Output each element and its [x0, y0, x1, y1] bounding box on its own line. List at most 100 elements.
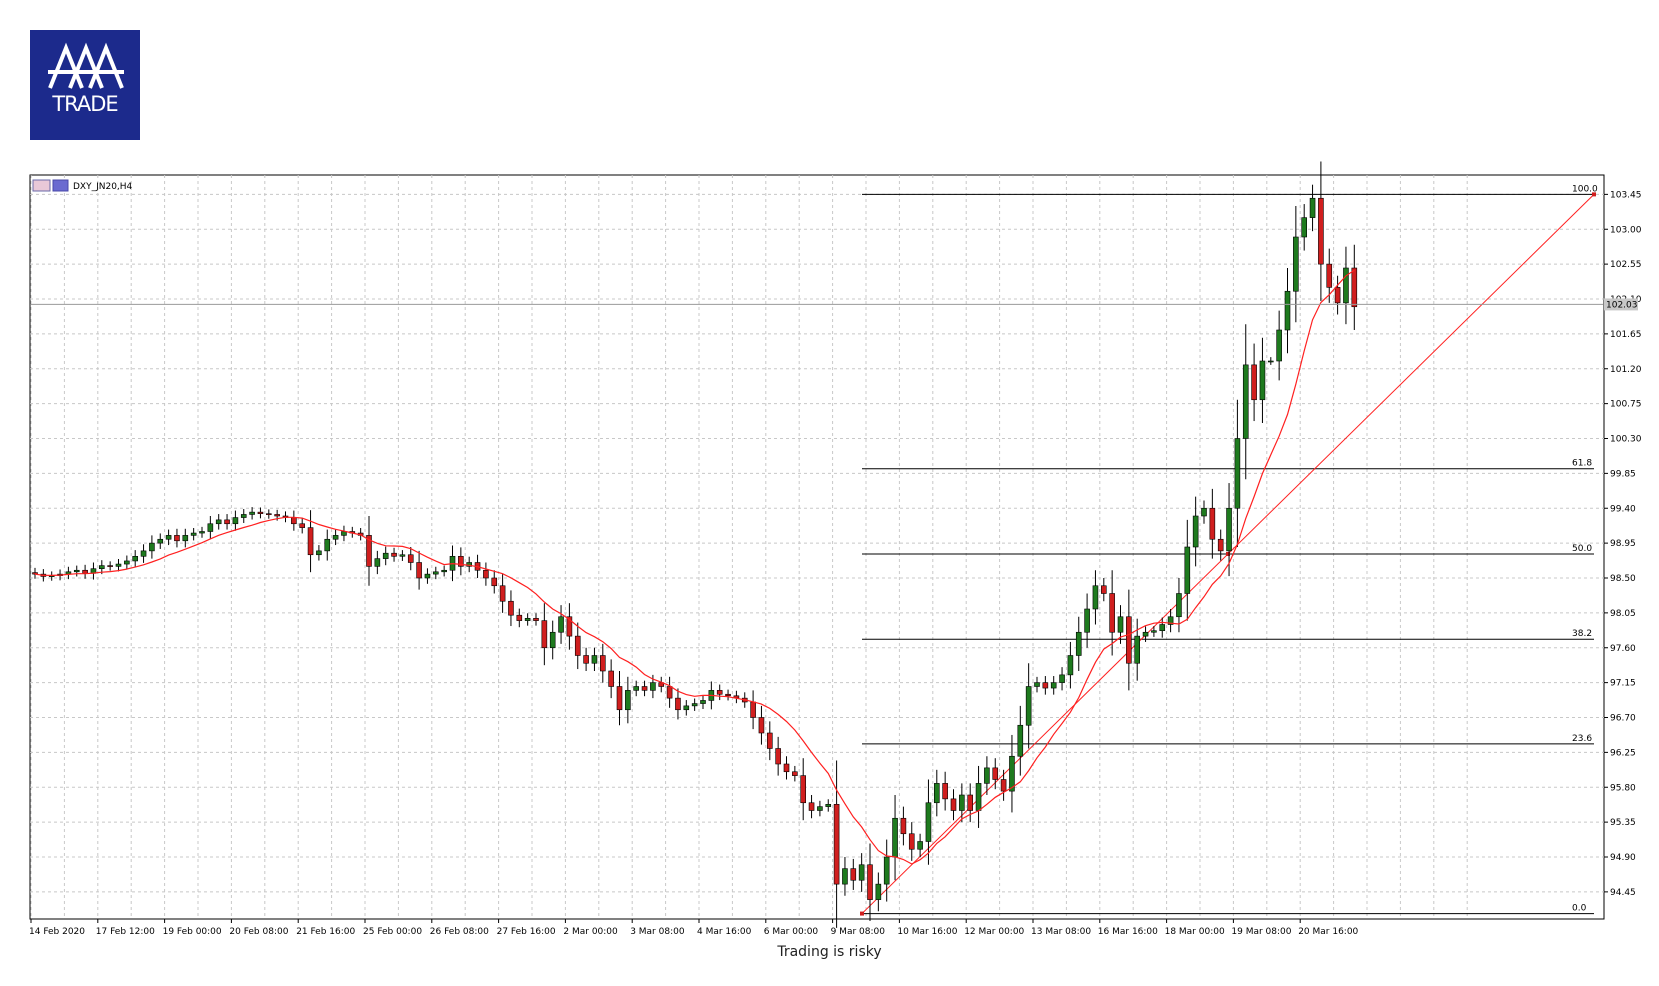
candle: [1084, 593, 1090, 648]
price-tick-label: 94.45: [1610, 888, 1636, 898]
candle: [149, 535, 155, 559]
moving-average-line: [34, 269, 1355, 865]
candle: [716, 684, 723, 701]
price-tick-label: 96.70: [1610, 714, 1636, 724]
candle: [1025, 663, 1032, 749]
candle-body-bull: [858, 864, 865, 881]
candle-body-bear: [616, 686, 623, 711]
candle: [867, 843, 873, 921]
candle: [307, 510, 314, 573]
candle: [1351, 244, 1358, 330]
candle: [608, 659, 614, 699]
candle-body-bear: [366, 535, 372, 567]
candle: [458, 547, 464, 576]
candle-body-bull: [324, 538, 331, 552]
candle: [675, 688, 681, 720]
candle-body-bear: [407, 554, 414, 563]
candle: [524, 613, 531, 626]
price-tick-label: 94.90: [1610, 853, 1636, 863]
candle: [1184, 519, 1191, 621]
candle: [73, 565, 80, 577]
candle-body-bull: [1176, 593, 1182, 618]
fib-level-label: 50.0: [1572, 544, 1592, 554]
candle: [207, 516, 214, 540]
candle: [299, 517, 306, 534]
candle-body-bull: [925, 802, 932, 842]
candle: [1034, 676, 1040, 693]
candle-body-bull: [892, 817, 898, 858]
time-tick-label: 19 Mar 08:00: [1231, 927, 1291, 937]
candle-body-bull: [157, 538, 164, 544]
candle: [833, 760, 840, 928]
candle: [407, 547, 414, 571]
candle-body-bear: [716, 690, 723, 695]
moving-average-series: [34, 269, 1355, 865]
candle-body-bear: [566, 616, 573, 637]
candle-body-bull: [1276, 329, 1282, 362]
candle: [1309, 184, 1316, 232]
candle: [541, 603, 548, 666]
candle: [1109, 570, 1115, 656]
candle-body-bull: [316, 550, 322, 556]
candle: [1293, 206, 1299, 323]
fib-anchor-high: [1592, 192, 1596, 197]
candle-body-bull: [1151, 630, 1157, 633]
candle-body-bear: [1318, 197, 1324, 265]
candle: [1251, 343, 1257, 422]
candle-body-bull: [883, 856, 890, 885]
candle: [516, 608, 523, 628]
candle-body-bull: [700, 700, 706, 704]
candle: [616, 671, 623, 726]
candle-body-bull: [249, 511, 255, 515]
candle-body-bull: [1309, 197, 1316, 218]
candle-body-bear: [299, 523, 306, 528]
price-chart[interactable]: 100.0 61.8 50.0 38.2 23.6 0.0 103.45 103.00 102…: [0, 0, 1659, 940]
chart-plot-area: [29, 174, 1605, 920]
candle: [1151, 626, 1157, 637]
candle-body-bear: [416, 562, 422, 579]
candle-body-bull: [99, 565, 105, 569]
candle-body-bull: [524, 617, 531, 621]
candle: [1017, 705, 1024, 776]
candle-body-bear: [257, 511, 264, 514]
candle-body-bull: [625, 690, 631, 711]
candle-body-bull: [190, 532, 197, 536]
candle-body-bull: [432, 571, 439, 575]
candle: [850, 858, 857, 890]
price-tick-label: 103.45: [1610, 190, 1642, 200]
candle-body-bear: [1217, 538, 1224, 552]
candle-body-bull: [1092, 585, 1099, 610]
candle-body-bear: [641, 686, 648, 691]
candle-body-bull: [683, 705, 690, 711]
candle: [875, 872, 882, 912]
candle-body-bull: [149, 542, 155, 552]
candle-body-bear: [1101, 585, 1107, 594]
price-tick-label: 98.50: [1610, 574, 1636, 584]
time-tick-label: 20 Mar 16:00: [1298, 927, 1358, 937]
fibonacci-retracement: 100.0 61.8 50.0 38.2 23.6 0.0: [860, 184, 1598, 916]
candle: [499, 574, 506, 613]
candle: [1301, 204, 1307, 251]
candle: [883, 839, 890, 902]
candle: [316, 545, 322, 561]
candle-body-bear: [491, 577, 498, 587]
candle-body-bear: [583, 655, 589, 664]
time-tick-label: 19 Feb 00:00: [163, 927, 222, 937]
price-tick-label: 99.85: [1610, 469, 1636, 479]
candle: [775, 736, 781, 776]
fib-level-label: 38.2: [1572, 629, 1592, 639]
candle: [959, 783, 965, 823]
candle-body-bear: [174, 535, 180, 542]
price-tick-label: 101.20: [1610, 365, 1642, 375]
candle-body-bear: [1000, 779, 1007, 792]
candle-body-bull: [917, 841, 923, 850]
price-tick-label: 95.35: [1610, 818, 1636, 828]
candle-body-bear: [666, 686, 673, 699]
time-tick-label: 18 Mar 00:00: [1165, 927, 1225, 937]
candle: [391, 547, 397, 562]
candle: [1159, 617, 1166, 638]
candle-body-bear: [908, 833, 915, 850]
candle-body-bear: [1042, 682, 1049, 689]
candle-body-bear: [808, 802, 815, 811]
candle-body-bear: [850, 868, 857, 881]
